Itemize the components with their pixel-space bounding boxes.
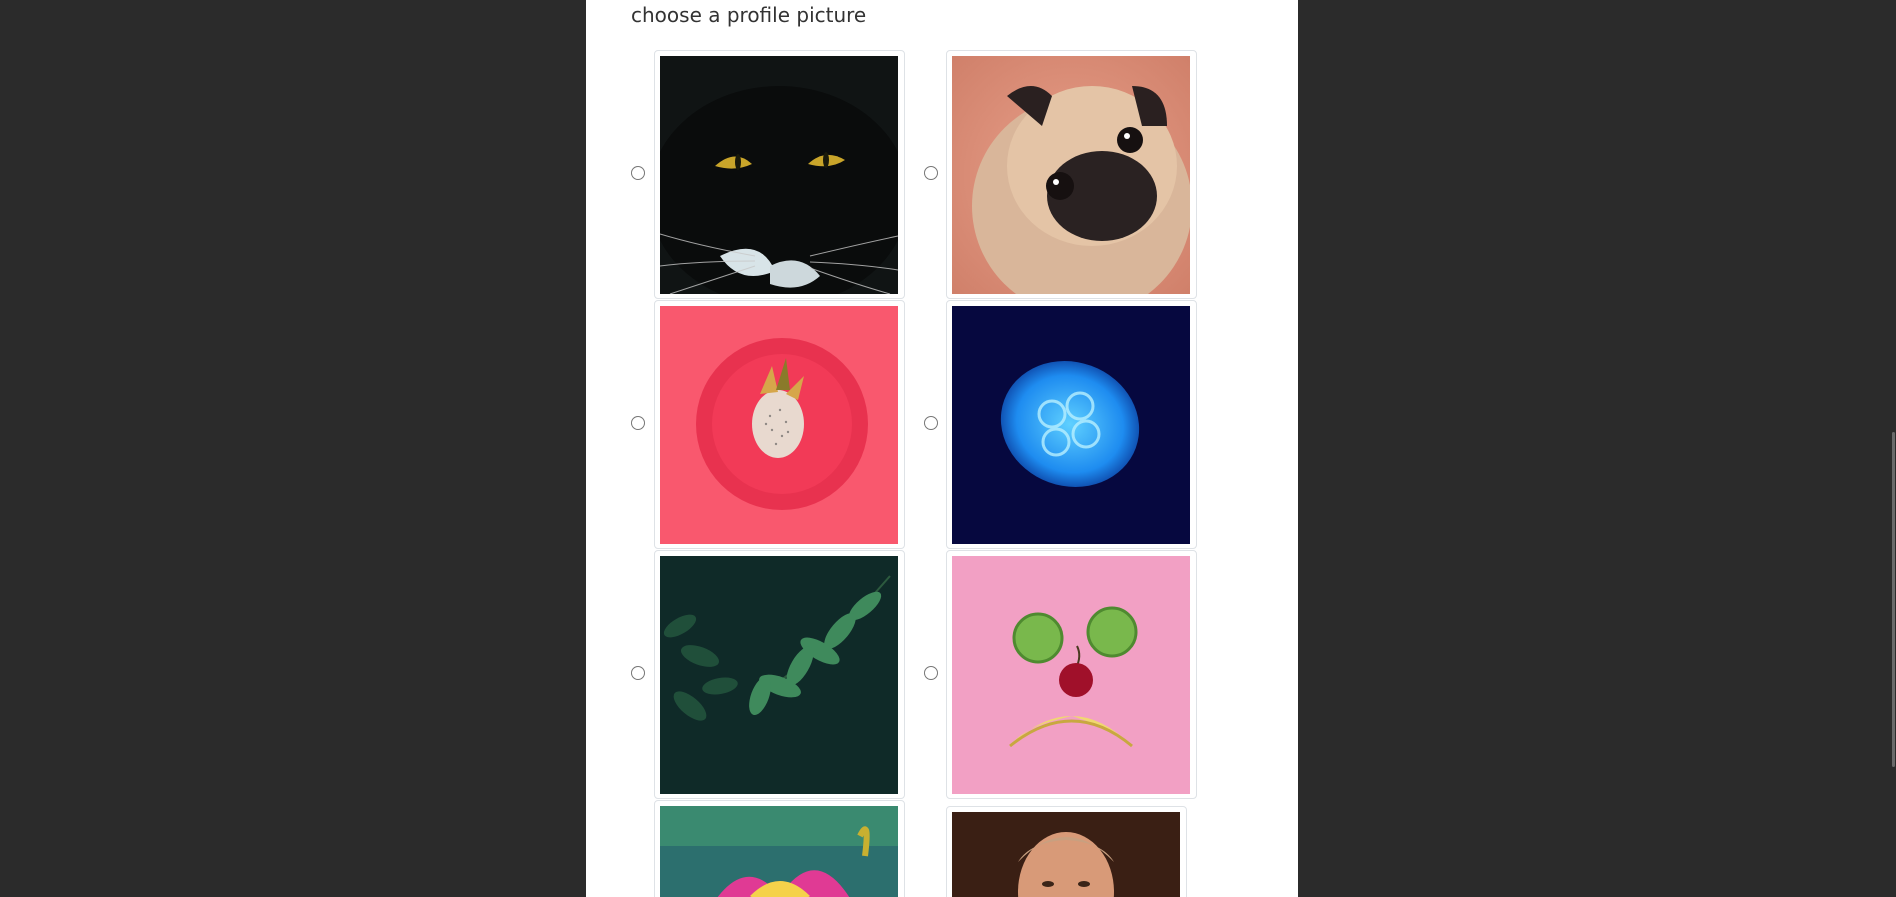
radio-dragonfruit[interactable] (631, 416, 645, 430)
option-card-man[interactable] (946, 806, 1187, 897)
page-scrollbar[interactable] (1890, 0, 1896, 897)
option-card-fruit-face[interactable] (946, 550, 1197, 799)
profile-picture-form: choose a profile picture (586, 0, 1298, 897)
sad-fruit-face-photo[interactable] (952, 556, 1190, 794)
radio-jellyfish[interactable] (924, 416, 938, 430)
option-card-lily[interactable] (654, 800, 905, 897)
green-leaves-photo[interactable] (660, 556, 898, 794)
option-card-pug[interactable] (946, 50, 1197, 299)
option-card-leaves[interactable] (654, 550, 905, 799)
radio-pug[interactable] (924, 166, 938, 180)
radio-fruit-face[interactable] (924, 666, 938, 680)
option-card-cat[interactable] (654, 50, 905, 299)
radio-cat[interactable] (631, 166, 645, 180)
pug-dog-photo[interactable] (952, 56, 1190, 294)
scrollbar-thumb[interactable] (1892, 432, 1895, 767)
option-card-dragonfruit[interactable] (654, 300, 905, 549)
radio-leaves[interactable] (631, 666, 645, 680)
form-heading: choose a profile picture (631, 3, 867, 27)
jellyfish-photo[interactable] (952, 306, 1190, 544)
man-portrait-photo[interactable] (952, 812, 1180, 897)
pink-lily-flower-photo[interactable] (660, 806, 898, 897)
option-card-jellyfish[interactable] (946, 300, 1197, 549)
dragonfruit-plate-photo[interactable] (660, 306, 898, 544)
black-cat-photo[interactable] (660, 56, 898, 294)
